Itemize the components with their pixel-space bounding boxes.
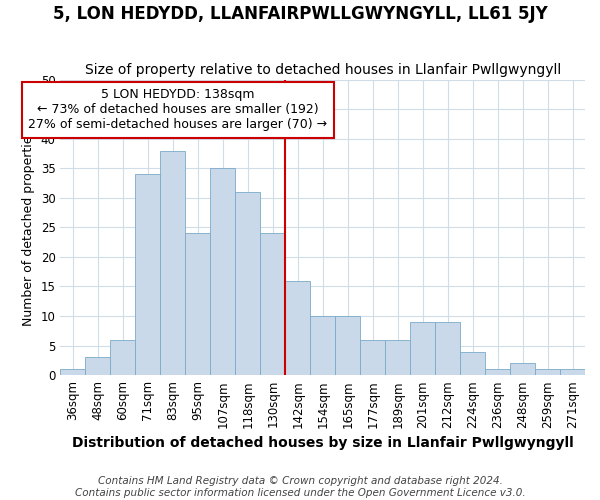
Bar	[360, 340, 385, 375]
Bar	[460, 352, 485, 375]
Bar	[85, 358, 110, 375]
Bar	[235, 192, 260, 375]
Bar	[260, 234, 285, 375]
Text: Contains HM Land Registry data © Crown copyright and database right 2024.
Contai: Contains HM Land Registry data © Crown c…	[74, 476, 526, 498]
Text: 5 LON HEDYDD: 138sqm
← 73% of detached houses are smaller (192)
27% of semi-deta: 5 LON HEDYDD: 138sqm ← 73% of detached h…	[28, 88, 328, 132]
Bar	[110, 340, 136, 375]
Bar	[510, 364, 535, 375]
Title: Size of property relative to detached houses in Llanfair Pwllgwyngyll: Size of property relative to detached ho…	[85, 63, 561, 77]
Bar	[485, 370, 510, 375]
Bar	[410, 322, 435, 375]
X-axis label: Distribution of detached houses by size in Llanfair Pwllgwyngyll: Distribution of detached houses by size …	[72, 436, 574, 450]
Y-axis label: Number of detached properties: Number of detached properties	[22, 129, 35, 326]
Bar	[61, 370, 85, 375]
Text: 5, LON HEDYDD, LLANFAIRPWLLGWYNGYLL, LL61 5JY: 5, LON HEDYDD, LLANFAIRPWLLGWYNGYLL, LL6…	[53, 5, 547, 23]
Bar	[160, 150, 185, 375]
Bar	[310, 316, 335, 375]
Bar	[385, 340, 410, 375]
Bar	[136, 174, 160, 375]
Bar	[535, 370, 560, 375]
Bar	[211, 168, 235, 375]
Bar	[435, 322, 460, 375]
Bar	[185, 234, 211, 375]
Bar	[285, 280, 310, 375]
Bar	[335, 316, 360, 375]
Bar	[560, 370, 585, 375]
